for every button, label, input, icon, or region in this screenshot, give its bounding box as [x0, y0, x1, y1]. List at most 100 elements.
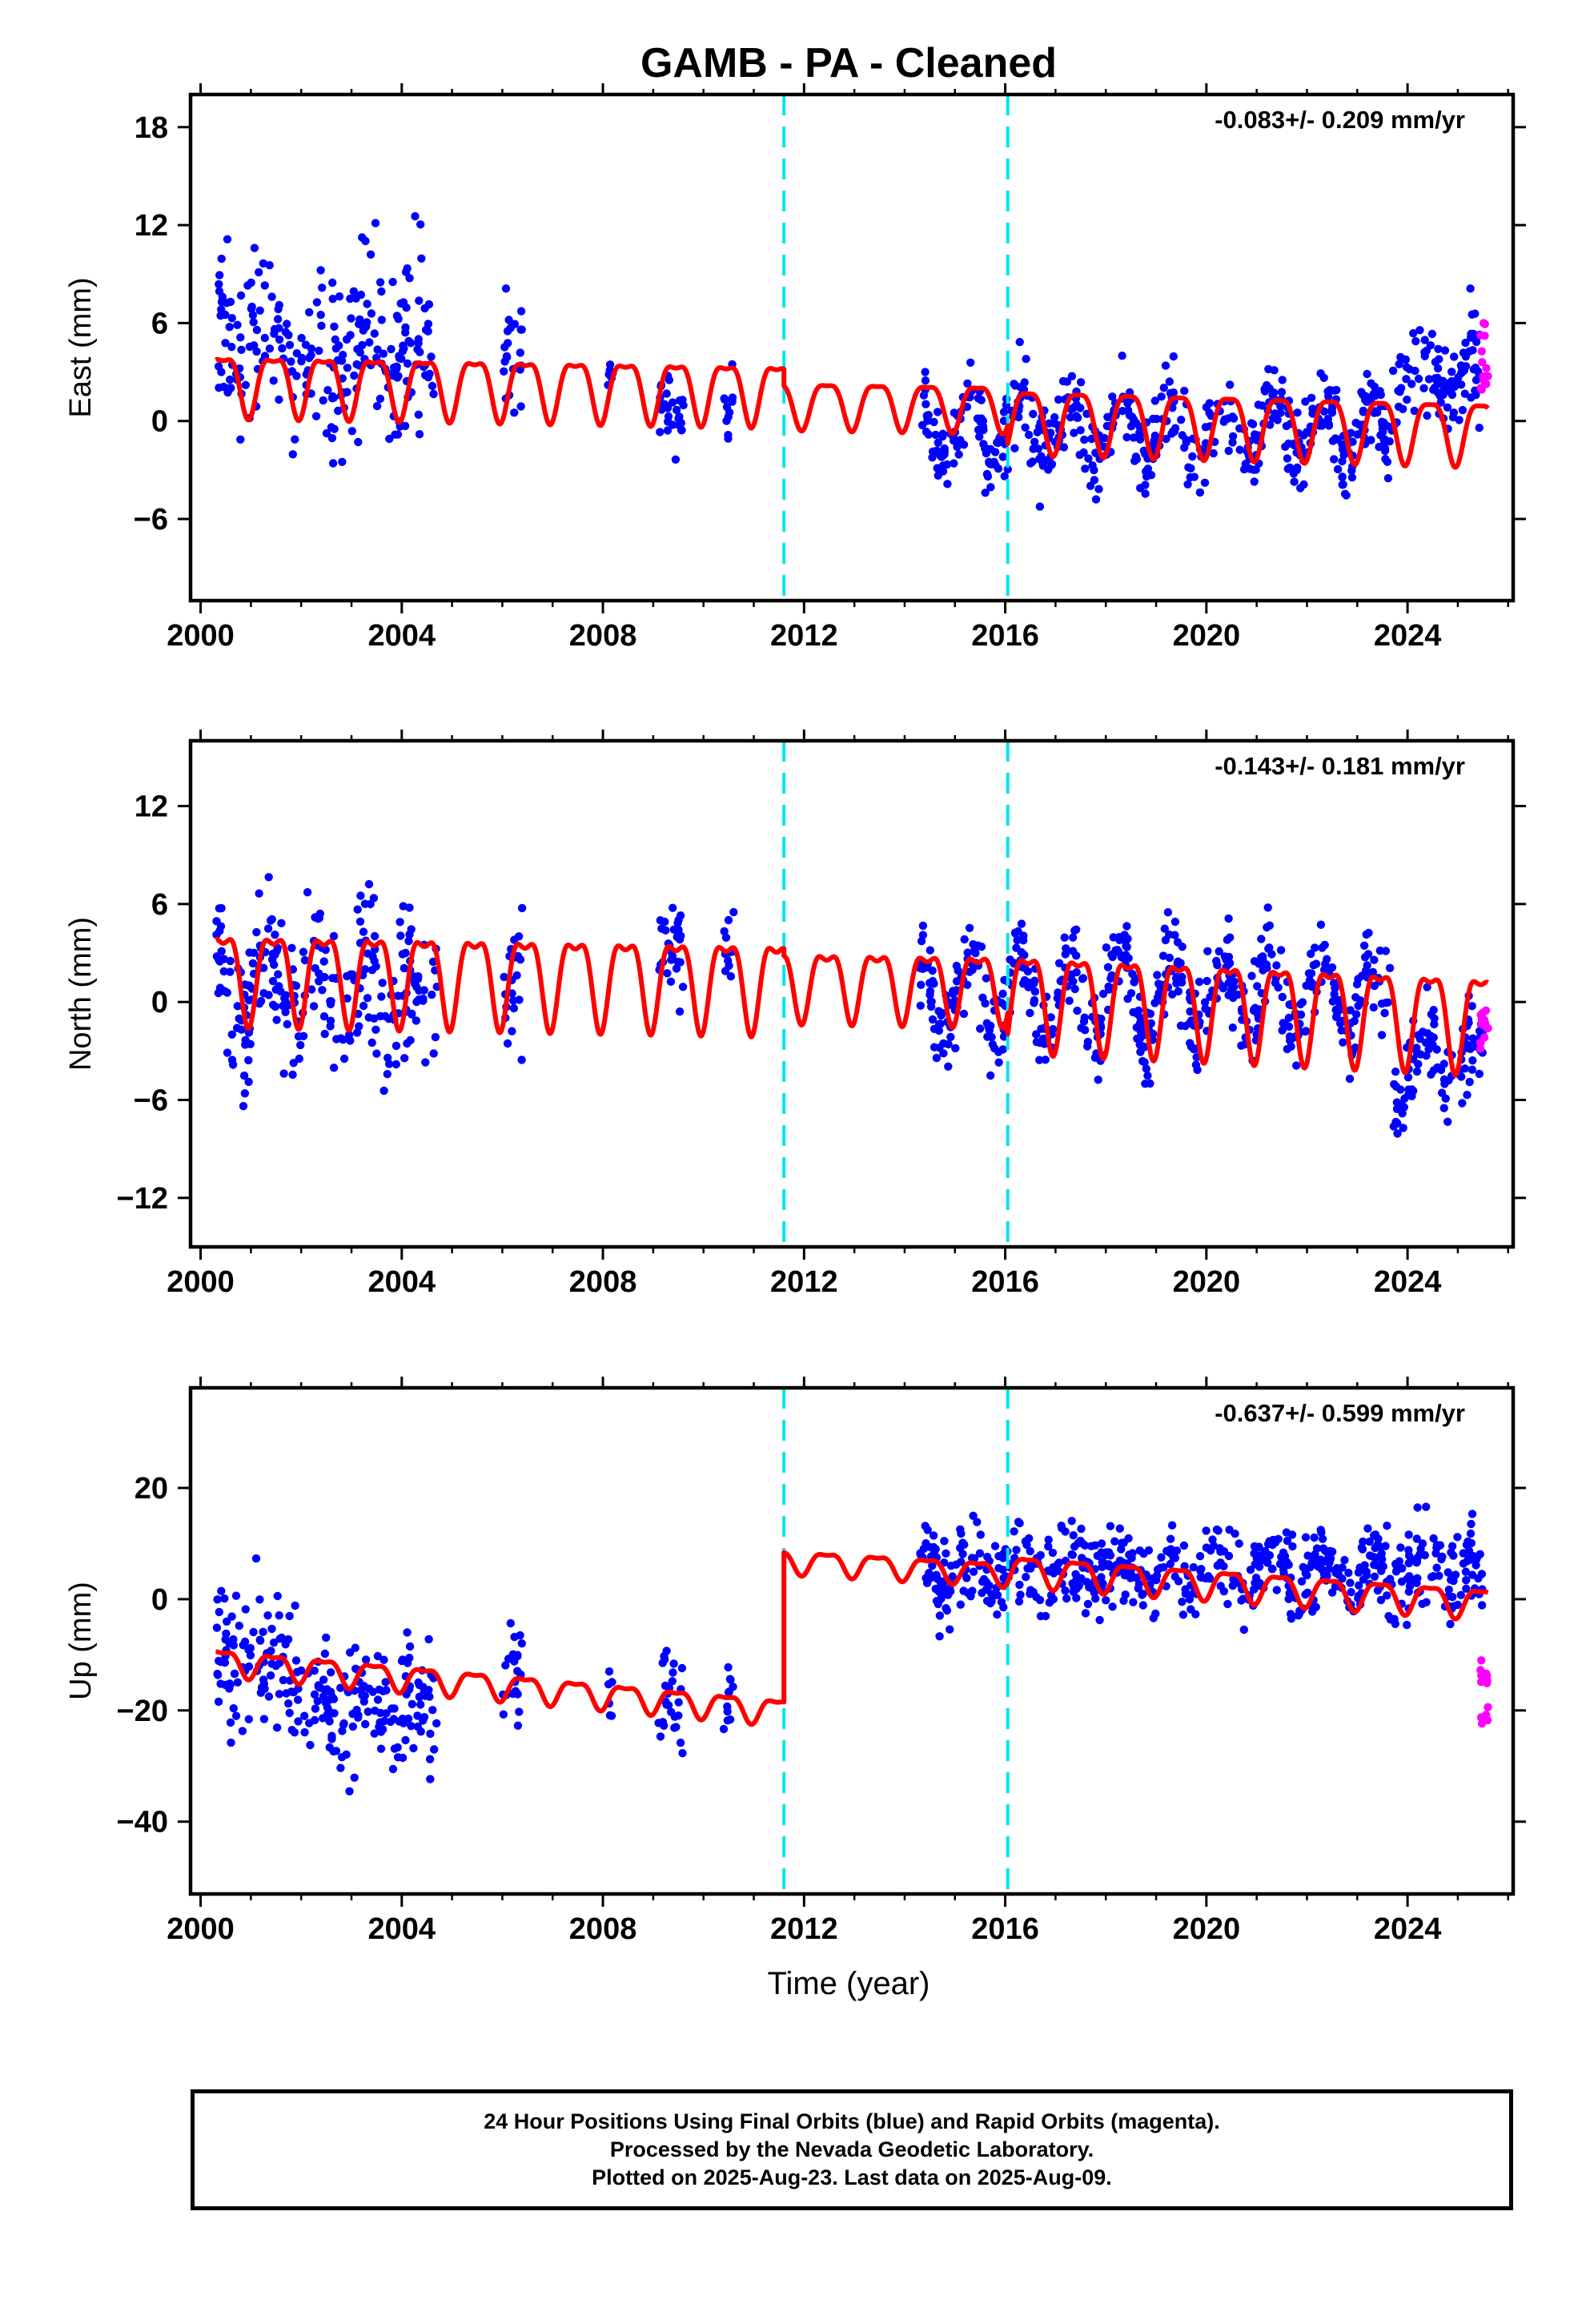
final-orbit-point	[225, 1679, 234, 1688]
final-orbit-point	[319, 1012, 329, 1021]
final-orbit-point	[360, 965, 370, 974]
final-orbit-point	[1338, 456, 1347, 466]
final-orbit-point	[1371, 391, 1380, 400]
final-orbit-point	[414, 410, 423, 419]
final-orbit-point	[1449, 1551, 1458, 1560]
final-orbit-point	[1097, 1548, 1106, 1557]
final-orbit-point	[1307, 982, 1316, 991]
final-orbit-point	[335, 292, 344, 301]
final-orbit-point	[404, 1715, 413, 1723]
final-orbit-point	[1464, 1554, 1473, 1563]
final-orbit-point	[719, 1724, 729, 1734]
final-orbit-point	[726, 972, 736, 981]
final-orbit-point	[1062, 944, 1070, 953]
final-orbit-point	[1166, 1545, 1175, 1554]
final-orbit-point	[216, 1658, 226, 1667]
final-orbit-point	[401, 323, 410, 332]
final-orbit-point	[1038, 461, 1048, 470]
final-orbit-point	[363, 949, 372, 958]
final-orbit-point	[1170, 931, 1179, 939]
final-orbit-point	[428, 990, 436, 999]
final-orbit-point	[285, 1611, 294, 1621]
final-orbit-point	[1379, 428, 1387, 436]
final-orbit-point	[355, 315, 364, 324]
final-orbit-point	[1074, 1538, 1082, 1548]
final-orbit-point	[1153, 971, 1162, 979]
final-orbit-point	[1016, 1590, 1025, 1599]
final-orbit-point	[385, 434, 394, 444]
rapid-orbit-point	[1484, 1703, 1492, 1711]
final-orbit-point	[416, 1700, 425, 1709]
final-orbit-point	[412, 1016, 420, 1025]
y-tick-label: 12	[135, 209, 168, 243]
final-orbit-point	[981, 444, 990, 453]
final-orbit-point	[670, 1723, 679, 1732]
final-orbit-point	[272, 1015, 281, 1024]
rapid-orbit-point	[1479, 319, 1488, 328]
final-orbit-point	[1321, 959, 1330, 968]
final-orbit-point	[264, 991, 273, 999]
final-orbit-point	[274, 304, 283, 314]
final-orbit-point	[1290, 477, 1299, 486]
final-orbit-point	[1024, 430, 1034, 440]
final-orbit-point	[1041, 1055, 1050, 1064]
final-orbit-point	[501, 1661, 510, 1670]
final-orbit-point	[517, 1055, 526, 1064]
final-orbit-point	[1373, 408, 1382, 417]
final-orbit-point	[1135, 435, 1145, 444]
final-orbit-point	[249, 1627, 258, 1637]
final-orbit-point	[267, 292, 276, 301]
y-axis-label: North (mm)	[64, 917, 98, 1071]
final-orbit-point	[328, 459, 338, 468]
final-orbit-point	[501, 284, 511, 293]
final-orbit-point	[1068, 1550, 1078, 1559]
final-orbit-point	[929, 1542, 938, 1552]
final-orbit-point	[1468, 1056, 1477, 1065]
final-orbit-point	[1266, 420, 1275, 429]
final-orbit-point	[676, 911, 685, 920]
final-orbit-point	[221, 339, 230, 348]
final-orbit-point	[1311, 943, 1319, 952]
final-orbit-point	[219, 967, 228, 976]
final-orbit-point	[1129, 433, 1138, 442]
panel-up: 2000 2004 2008 2012 2016 2020 2024 20 0 −20 −40 Up …	[64, 1377, 1526, 1946]
final-orbit-point	[1274, 983, 1283, 992]
final-orbit-point	[1472, 376, 1481, 384]
final-orbit-point	[1122, 922, 1131, 931]
final-orbit-point	[1086, 1542, 1096, 1550]
final-orbit-point	[1178, 978, 1186, 987]
final-orbit-point	[320, 1649, 330, 1659]
final-orbit-point	[1097, 1573, 1106, 1582]
final-orbit-point	[924, 430, 934, 439]
final-orbit-point	[376, 1727, 386, 1736]
final-orbit-point	[724, 956, 733, 965]
final-orbit-point	[1286, 1610, 1295, 1618]
final-orbit-point	[938, 467, 948, 476]
final-orbit-point	[1409, 1575, 1419, 1585]
final-orbit-point	[1340, 1555, 1349, 1565]
final-orbit-point	[1068, 947, 1078, 955]
final-orbit-point	[1433, 364, 1443, 373]
final-orbit-point	[396, 918, 404, 927]
final-orbit-point	[416, 220, 425, 229]
final-orbit-point	[1450, 382, 1460, 391]
final-orbit-point	[1014, 412, 1023, 422]
final-orbit-point	[1325, 1558, 1334, 1567]
final-orbit-point	[1104, 982, 1113, 991]
final-orbit-point	[1403, 395, 1411, 404]
final-orbit-point	[315, 977, 323, 986]
final-orbit-point	[1359, 406, 1368, 416]
final-orbit-point	[1228, 438, 1237, 447]
y-tick-label: −6	[134, 503, 168, 537]
final-orbit-point	[352, 1028, 362, 1037]
final-orbit-point	[364, 879, 374, 889]
plot-area	[212, 741, 1492, 1247]
final-orbit-point	[932, 1053, 942, 1063]
rapid-orbit-point	[1478, 358, 1487, 367]
final-orbit-point	[287, 1687, 295, 1696]
final-orbit-point	[935, 1019, 944, 1029]
final-orbit-point	[1124, 954, 1133, 963]
final-orbit-point	[1427, 329, 1437, 339]
final-orbit-point	[283, 1019, 291, 1029]
final-orbit-point	[1308, 1607, 1317, 1616]
